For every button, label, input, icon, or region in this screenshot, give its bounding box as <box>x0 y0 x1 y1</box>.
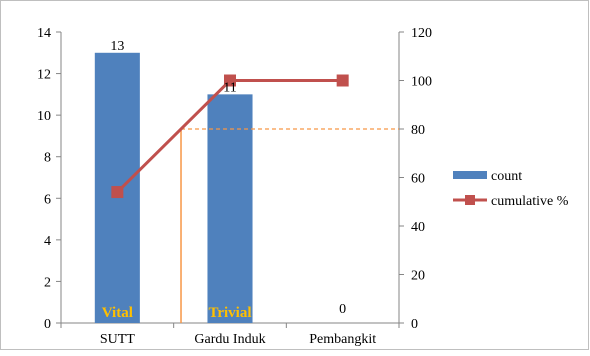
legend-label-cumulative: cumulative % <box>491 194 569 209</box>
data-label: 11 <box>223 80 236 95</box>
bars <box>94 52 253 324</box>
annotation-label: Trivial <box>208 305 251 321</box>
y-left-tick-label: 14 <box>37 26 51 41</box>
cumulative-marker <box>111 186 124 199</box>
x-tick-label: Pembangkit <box>309 332 376 347</box>
threshold-lines <box>180 128 399 323</box>
y-right-tick-label: 100 <box>411 75 432 90</box>
legend-label-count: count <box>491 169 522 184</box>
cumulative-line <box>111 74 349 199</box>
x-tick-label: Gardu Induk <box>194 332 265 347</box>
cumulative-marker <box>336 74 349 87</box>
y-left-tick-label: 4 <box>44 234 51 249</box>
y-right-tick-label: 60 <box>411 172 425 187</box>
data-label: 0 <box>339 302 346 317</box>
y-right-tick-label: 120 <box>411 26 432 41</box>
y-right-tick-label: 40 <box>411 220 425 235</box>
bar <box>207 94 253 323</box>
y-right-tick-label: 0 <box>411 317 418 332</box>
y-left-tick-label: 8 <box>44 151 51 166</box>
y-right-tick-label: 80 <box>411 123 425 138</box>
axes: 0 2 4 6 8 10 12 14 0 20 40 60 80 100 120 SUTT Gardu Indu… <box>37 26 432 347</box>
annotations: Vital Trivial <box>102 305 252 321</box>
y-left-tick-label: 0 <box>44 317 51 332</box>
x-tick-label: SUTT <box>100 332 135 347</box>
data-labels: 13 11 0 <box>110 39 346 317</box>
legend: count cumulative % <box>453 169 569 209</box>
legend-swatch-count <box>453 171 487 179</box>
annotation-label: Vital <box>102 305 133 321</box>
y-left-tick-label: 2 <box>44 275 51 290</box>
y-right-tick-label: 20 <box>411 269 425 284</box>
y-left-tick-label: 10 <box>37 109 51 124</box>
legend-swatch-marker <box>465 195 475 205</box>
data-label: 13 <box>110 39 124 54</box>
y-left-tick-label: 6 <box>44 192 51 207</box>
cumulative-marker <box>224 74 236 87</box>
y-left-tick-label: 12 <box>37 68 51 83</box>
